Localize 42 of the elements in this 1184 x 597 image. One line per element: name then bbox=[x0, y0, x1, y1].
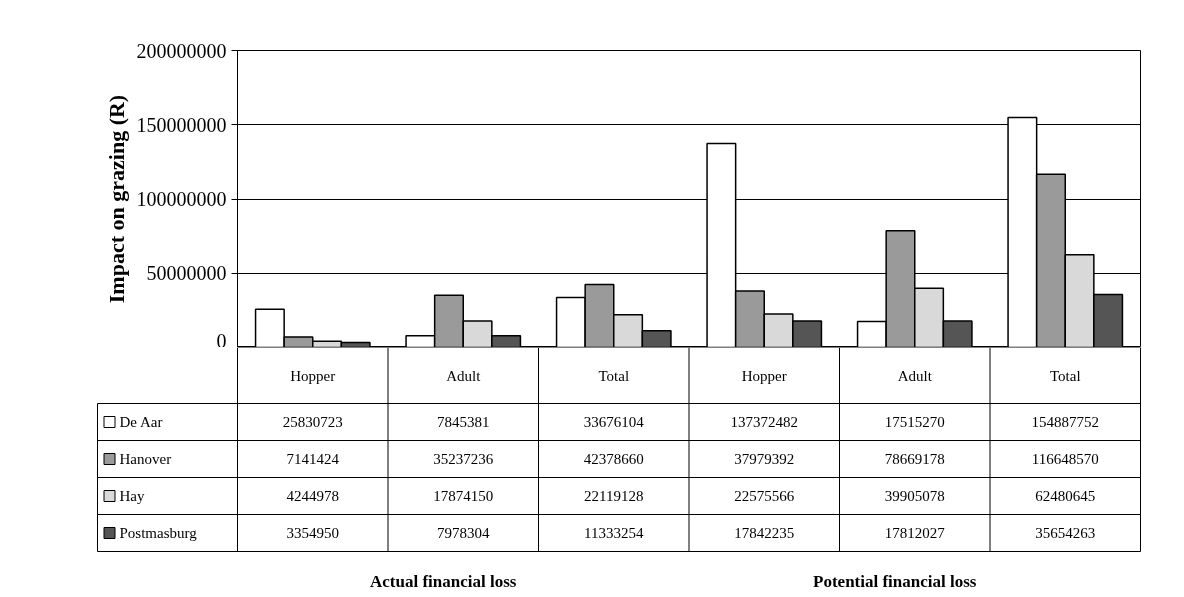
data-label: 35237236 bbox=[433, 451, 494, 467]
data-label: 25830723 bbox=[282, 414, 343, 430]
y-tick-label: 0 bbox=[216, 329, 227, 352]
data-label: 78669178 bbox=[884, 451, 945, 467]
legend-label: Hanover bbox=[119, 451, 172, 467]
data-label: 137372482 bbox=[730, 414, 798, 430]
data-label: 154887752 bbox=[1031, 414, 1099, 430]
data-label: 7978304 bbox=[437, 525, 490, 541]
text: Potential financial loss bbox=[813, 572, 977, 591]
y-tick-label: 200000000 bbox=[136, 39, 227, 62]
data-label: 116648570 bbox=[1031, 451, 1099, 467]
x-tick-label: Adult bbox=[897, 367, 933, 384]
x-tick-label: Total bbox=[598, 367, 630, 384]
data-label: 22575566 bbox=[734, 488, 795, 504]
y-tick-label: 150000000 bbox=[136, 113, 227, 136]
data-label: 17842235 bbox=[734, 525, 795, 541]
data-label: 17874150 bbox=[433, 488, 494, 504]
x-tick-label: Adult bbox=[446, 367, 482, 384]
data-label: 17812027 bbox=[884, 525, 946, 541]
data-label: 11333254 bbox=[584, 525, 644, 541]
text: Actual financial loss bbox=[370, 572, 517, 591]
data-label: 33676104 bbox=[583, 414, 645, 430]
x-tick-label: Hopper bbox=[741, 367, 787, 384]
data-label: 4244978 bbox=[286, 488, 339, 504]
legend-label: Hay bbox=[119, 488, 145, 504]
data-label: 42378660 bbox=[583, 451, 644, 467]
data-label: 39905078 bbox=[884, 488, 945, 504]
data-label: 37979392 bbox=[734, 451, 795, 467]
x-tick-label: Hopper bbox=[290, 367, 336, 384]
data-label: 62480645 bbox=[1035, 488, 1096, 504]
y-tick-label: 100000000 bbox=[136, 188, 227, 210]
legend-label: Postmasburg bbox=[119, 525, 198, 541]
x-tick-label: Total bbox=[1049, 367, 1081, 384]
data-label: 3354950 bbox=[286, 525, 339, 541]
data-label: 7141424 bbox=[286, 451, 340, 467]
data-label: 35654263 bbox=[1035, 525, 1096, 541]
data-label: 7845381 bbox=[437, 414, 490, 430]
y-axis-title: Impact on grazing (R) bbox=[103, 94, 129, 304]
data-label: 22119128 bbox=[584, 488, 644, 504]
y-tick-label: 50000000 bbox=[146, 262, 227, 285]
legend-label: De Aar bbox=[119, 414, 163, 430]
data-label: 17515270 bbox=[884, 414, 945, 430]
